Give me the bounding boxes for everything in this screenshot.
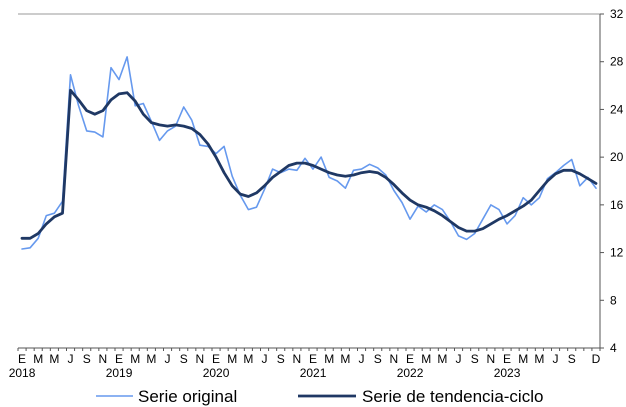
x-tick-label: J bbox=[359, 352, 365, 366]
x-tick-label: M bbox=[146, 352, 156, 366]
x-tick-label: E bbox=[18, 352, 26, 366]
x-tick-label: S bbox=[374, 352, 382, 366]
y-tick-label: 4 bbox=[610, 341, 617, 355]
x-tick-label: E bbox=[115, 352, 123, 366]
series-line bbox=[20, 88, 598, 240]
x-tick-label: S bbox=[180, 352, 188, 366]
x-tick-label: E bbox=[309, 352, 317, 366]
x-year-label: 2021 bbox=[300, 366, 327, 380]
x-tick-label: S bbox=[277, 352, 285, 366]
x-tick-label: J bbox=[165, 352, 171, 366]
x-tick-label: N bbox=[196, 352, 205, 366]
series-line bbox=[21, 56, 597, 250]
x-tick-label: J bbox=[553, 352, 559, 366]
series-2 bbox=[20, 88, 598, 240]
x-tick-label: J bbox=[262, 352, 268, 366]
x-year-label: 2023 bbox=[494, 366, 521, 380]
x-tick-label: J bbox=[68, 352, 74, 366]
x-tick-label: M bbox=[340, 352, 350, 366]
legend-label: Serie de tendencia-ciclo bbox=[362, 387, 543, 406]
x-tick-label: M bbox=[33, 352, 43, 366]
x-year-label: 2022 bbox=[397, 366, 424, 380]
x-tick-label: N bbox=[293, 352, 302, 366]
x-tick-label: E bbox=[212, 352, 220, 366]
x-tick-label: S bbox=[568, 352, 576, 366]
x-tick-label: N bbox=[99, 352, 108, 366]
x-tick-label: M bbox=[437, 352, 447, 366]
x-tick-label: E bbox=[503, 352, 511, 366]
y-tick-label: 12 bbox=[610, 246, 624, 260]
x-tick-label: N bbox=[390, 352, 399, 366]
x-year-label: 2018 bbox=[9, 366, 36, 380]
x-tick-label: M bbox=[534, 352, 544, 366]
y-tick-label: 32 bbox=[610, 7, 624, 21]
x-tick-label: M bbox=[243, 352, 253, 366]
y-tick-label: 16 bbox=[610, 198, 624, 212]
x-tick-label: N bbox=[487, 352, 496, 366]
y-tick-label: 20 bbox=[610, 150, 624, 164]
x-tick-label: M bbox=[518, 352, 528, 366]
x-tick-label: J bbox=[456, 352, 462, 366]
x-tick-label: S bbox=[83, 352, 91, 366]
x-year-label: 2019 bbox=[106, 366, 133, 380]
legend-label: Serie original bbox=[138, 387, 237, 406]
x-tick-label: M bbox=[130, 352, 140, 366]
series-1 bbox=[21, 56, 597, 250]
y-tick-label: 24 bbox=[610, 102, 624, 116]
y-tick-label: 8 bbox=[610, 293, 617, 307]
x-tick-label: E bbox=[406, 352, 414, 366]
x-year-label: 2020 bbox=[203, 366, 230, 380]
x-tick-label: S bbox=[471, 352, 479, 366]
y-tick-label: 28 bbox=[610, 55, 624, 69]
legend: Serie original Serie de tendencia-ciclo bbox=[96, 387, 543, 406]
x-tick-label: M bbox=[421, 352, 431, 366]
series-layer bbox=[20, 56, 598, 250]
x-tick-label: M bbox=[324, 352, 334, 366]
x-tick-label: D bbox=[592, 352, 601, 366]
x-tick-label: M bbox=[49, 352, 59, 366]
x-tick-label: M bbox=[227, 352, 237, 366]
